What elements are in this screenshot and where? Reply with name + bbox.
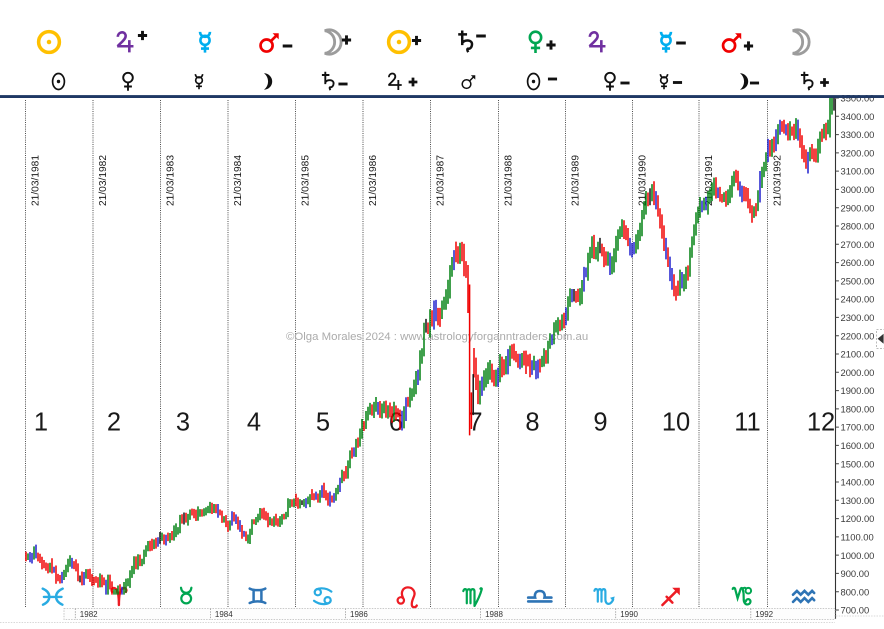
svg-text:2800.00: 2800.00 <box>841 221 875 232</box>
svg-text:5: 5 <box>316 409 330 437</box>
svg-text:21/03/1982: 21/03/1982 <box>98 155 109 206</box>
svg-text:21/03/1983: 21/03/1983 <box>166 155 177 206</box>
svg-text:3: 3 <box>176 409 190 437</box>
svg-text:3100.00: 3100.00 <box>841 166 875 177</box>
svg-text:1986: 1986 <box>350 610 368 619</box>
svg-text:1984: 1984 <box>215 610 233 619</box>
svg-text:1200.00: 1200.00 <box>841 513 875 524</box>
svg-text:11: 11 <box>734 409 760 437</box>
svg-text:1982: 1982 <box>80 610 98 619</box>
svg-text:700.00: 700.00 <box>841 605 870 616</box>
svg-text:2: 2 <box>107 409 121 437</box>
svg-text:1500.00: 1500.00 <box>841 458 875 469</box>
svg-text:7: 7 <box>468 409 482 437</box>
svg-text:1900.00: 1900.00 <box>841 385 875 396</box>
svg-text:1988: 1988 <box>485 610 503 619</box>
svg-text:©Olga Morales 2024 : www.astro: ©Olga Morales 2024 : www.astrologyforgan… <box>286 331 588 343</box>
svg-text:10: 10 <box>662 409 690 437</box>
svg-text:1: 1 <box>34 409 48 437</box>
svg-text:21/03/1984: 21/03/1984 <box>233 155 244 206</box>
svg-text:3200.00: 3200.00 <box>841 148 875 159</box>
svg-text:1992: 1992 <box>755 610 773 619</box>
svg-text:800.00: 800.00 <box>841 586 870 597</box>
svg-text:8: 8 <box>525 409 539 437</box>
svg-text:2500.00: 2500.00 <box>841 276 875 287</box>
svg-text:900.00: 900.00 <box>841 568 870 579</box>
svg-text:1400.00: 1400.00 <box>841 477 875 488</box>
svg-text:1300.00: 1300.00 <box>841 495 875 506</box>
svg-text:2700.00: 2700.00 <box>841 239 875 250</box>
svg-text:21/03/1981: 21/03/1981 <box>31 155 42 206</box>
svg-text:1600.00: 1600.00 <box>841 440 875 451</box>
svg-text:2200.00: 2200.00 <box>841 330 875 341</box>
svg-text:2300.00: 2300.00 <box>841 312 875 323</box>
svg-text:2400.00: 2400.00 <box>841 294 875 305</box>
svg-text:2900.00: 2900.00 <box>841 202 875 213</box>
svg-text:21/03/1986: 21/03/1986 <box>368 155 379 206</box>
svg-text:3400.00: 3400.00 <box>841 111 875 122</box>
svg-text:3500.00: 3500.00 <box>841 93 875 104</box>
svg-text:21/03/1987: 21/03/1987 <box>436 155 447 206</box>
svg-text:4: 4 <box>247 409 261 437</box>
svg-text:21/03/1988: 21/03/1988 <box>504 155 515 206</box>
svg-text:21/03/1985: 21/03/1985 <box>301 155 312 206</box>
svg-text:3300.00: 3300.00 <box>841 129 875 140</box>
svg-text:21/03/1990: 21/03/1990 <box>638 155 649 206</box>
svg-text:1000.00: 1000.00 <box>841 550 875 561</box>
svg-text:9: 9 <box>593 409 607 437</box>
svg-text:2100.00: 2100.00 <box>841 349 875 360</box>
svg-text:12: 12 <box>807 409 835 437</box>
svg-text:1100.00: 1100.00 <box>841 532 874 543</box>
svg-text:21/03/1989: 21/03/1989 <box>571 155 582 206</box>
svg-text:3000.00: 3000.00 <box>841 184 875 195</box>
svg-text:1800.00: 1800.00 <box>841 404 875 415</box>
svg-text:2600.00: 2600.00 <box>841 257 875 268</box>
svg-text:21/03/1992: 21/03/1992 <box>773 155 784 206</box>
svg-text:1990: 1990 <box>620 610 638 619</box>
svg-text:1700.00: 1700.00 <box>841 422 875 433</box>
svg-text:2000.00: 2000.00 <box>841 367 875 378</box>
